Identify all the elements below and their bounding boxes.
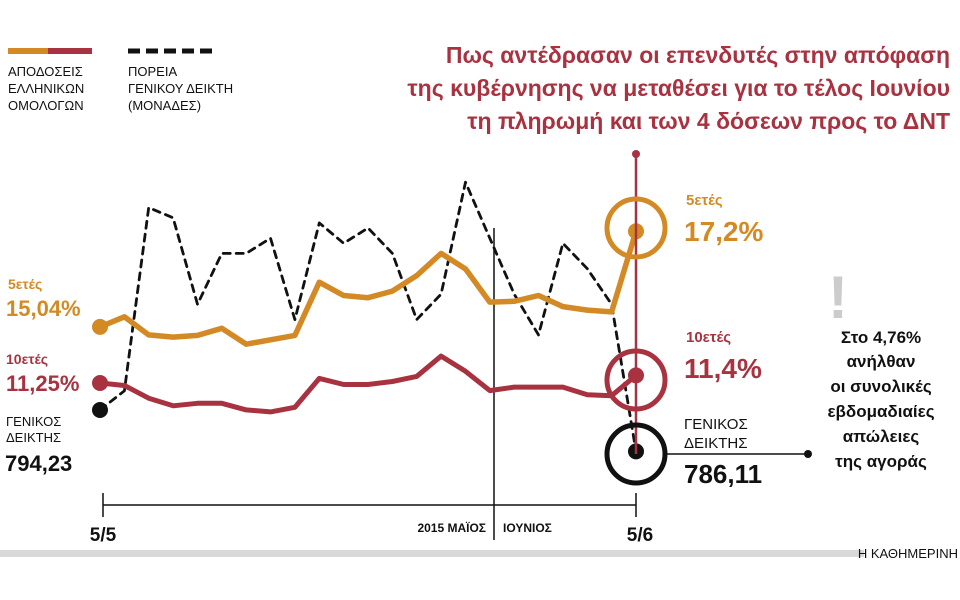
end-10y-name: 10ετές <box>686 329 731 346</box>
note-line-2: ανήλθαν <box>847 352 916 371</box>
series-index <box>92 180 644 460</box>
start-point-5y <box>92 318 108 335</box>
note-connector-dot <box>804 450 812 458</box>
note: Στο 4,76% ανήλθαν οι συνολικές εβδομαδια… <box>827 328 934 471</box>
start-point-10y <box>92 375 108 391</box>
x-label-end: 5/6 <box>627 525 653 546</box>
line-10y <box>97 353 639 415</box>
legend-bonds-line-1: ΑΠΟΔΟΣΕΙΣ <box>8 64 83 79</box>
exclamation-mark-icon: ! <box>828 264 848 331</box>
legend: ΑΠΟΔΟΣΕΙΣ ΕΛΛΗΝΙΚΩΝ ΟΜΟΛΟΓΩΝ ΠΟΡΕΙΑ ΓΕΝΙ… <box>8 48 233 113</box>
end-index-name-1: ΓΕΝΙΚΟΣ <box>684 416 748 433</box>
x-label-month-may: 2015 ΜΑΪΟΣ <box>417 520 486 535</box>
start-5y-name: 5ετές <box>8 276 42 292</box>
start-5y-value: 15,04% <box>6 296 81 321</box>
start-index-value: 794,23 <box>5 451 72 476</box>
title-line-2: της κυβέρνησης να μεταθέσει για το τέλος… <box>407 75 950 101</box>
credit: Η ΚΑΘΗΜΕΡΙΝΗ <box>858 546 958 561</box>
end-10y-highlight-ring <box>604 348 668 412</box>
legend-index-line-3: (ΜΟΝΑΔΕΣ) <box>128 98 201 113</box>
title-line-3: τη πληρωμή και των 4 δόσεων προς το ΔΝΤ <box>467 108 950 134</box>
start-10y-name: 10ετές <box>6 351 48 367</box>
note-line-6: της αγοράς <box>835 452 927 471</box>
callout-top-dot <box>632 150 640 158</box>
series-10y <box>92 353 644 415</box>
line-5y <box>97 228 639 347</box>
x-label-start: 5/5 <box>90 525 117 546</box>
legend-index-line-2: ΓΕΝΙΚΟΥ ΔΕΙΚΤΗ <box>128 81 233 96</box>
note-line-5: απώλειες <box>843 427 920 446</box>
end-index-name-2: ΔΕΙΚΤΗΣ <box>684 435 747 452</box>
footer-bar <box>0 550 864 557</box>
chart-title: Πως αντέδρασαν οι επενδυτές στην απόφαση… <box>407 42 950 134</box>
legend-index-line-1: ΠΟΡΕΙΑ <box>128 64 177 79</box>
end-5y-highlight-ring <box>604 196 668 260</box>
end-index-value: 786,11 <box>684 459 762 489</box>
legend-bonds-line-3: ΟΜΟΛΟΓΩΝ <box>8 98 84 113</box>
end-10y-value: 11,4% <box>684 353 762 384</box>
start-10y-value: 11,25% <box>6 371 79 396</box>
end-5y-value: 17,2% <box>684 216 763 247</box>
note-line-4: εβδομαδιαίες <box>827 402 934 421</box>
start-index-name-1: ΓΕΝΙΚΟΣ <box>6 414 61 429</box>
x-axis <box>102 493 637 517</box>
note-line-1: Στο 4,76% <box>841 328 921 347</box>
series-5y <box>92 223 644 347</box>
line-index <box>98 180 638 453</box>
title-line-1: Πως αντέδρασαν οι επενδυτές στην απόφαση <box>446 42 950 68</box>
start-index-name-2: ΔΕΙΚΤΗΣ <box>6 430 61 445</box>
note-line-3: οι συνολικές <box>830 377 932 396</box>
start-point-index <box>92 402 108 418</box>
legend-bonds-line-2: ΕΛΛΗΝΙΚΩΝ <box>8 81 84 96</box>
x-label-month-june: ΙΟΥΝΙΟΣ <box>503 521 552 535</box>
end-5y-name: 5ετές <box>686 192 723 209</box>
